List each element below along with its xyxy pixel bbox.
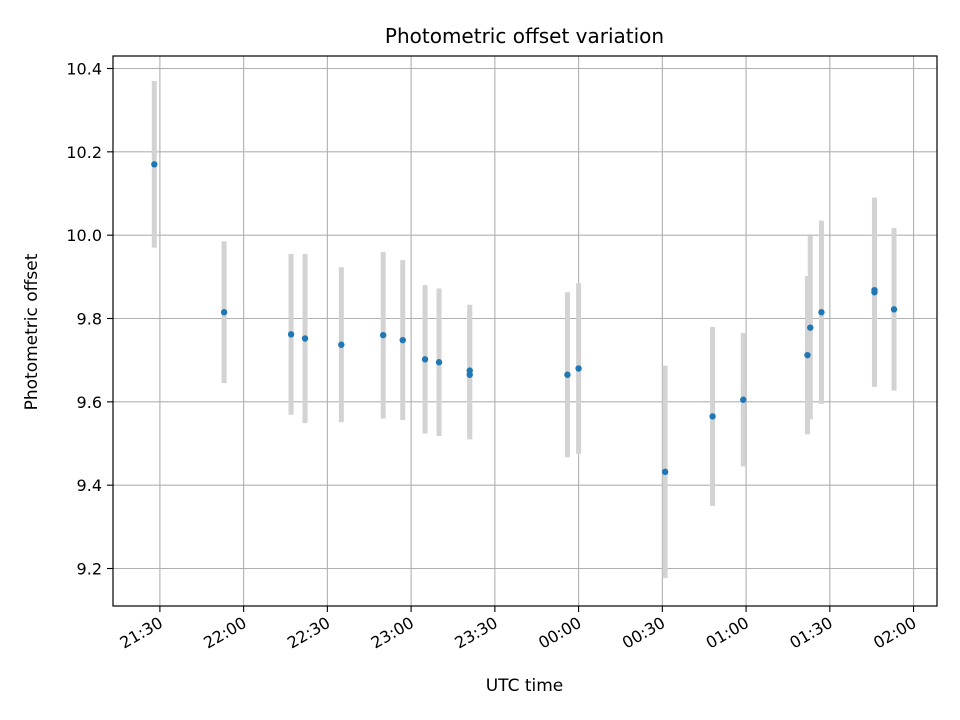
y-tick-label: 9.6 xyxy=(77,393,102,412)
data-point xyxy=(466,371,473,378)
data-point xyxy=(575,365,582,372)
data-point xyxy=(740,396,747,403)
data-point xyxy=(804,351,811,359)
data-point xyxy=(435,359,443,366)
data-point xyxy=(287,331,295,338)
data-point xyxy=(564,371,571,378)
chart-title: Photometric offset variation xyxy=(385,24,664,48)
point-layer xyxy=(151,161,898,476)
data-point xyxy=(807,324,814,331)
y-axis-title: Photometric offset xyxy=(22,253,42,410)
y-tick-label: 10.0 xyxy=(66,226,102,245)
y-tick-label: 9.2 xyxy=(77,560,102,579)
data-point xyxy=(661,468,669,476)
data-point xyxy=(220,309,228,316)
data-point xyxy=(301,335,309,342)
data-point xyxy=(818,309,825,316)
y-tick-label: 10.4 xyxy=(66,60,102,79)
data-point xyxy=(380,331,387,339)
y-tick-label: 10.2 xyxy=(66,143,102,162)
data-point xyxy=(421,356,429,363)
data-point xyxy=(399,336,406,344)
data-point xyxy=(871,286,878,294)
x-axis-title: UTC time xyxy=(486,676,564,696)
data-point xyxy=(338,341,345,348)
y-tick-label: 9.4 xyxy=(77,476,102,495)
y-tick-label: 9.8 xyxy=(77,310,102,329)
data-point xyxy=(151,161,158,168)
data-point xyxy=(709,413,716,420)
data-point xyxy=(890,306,898,313)
plot-frame xyxy=(112,55,938,607)
